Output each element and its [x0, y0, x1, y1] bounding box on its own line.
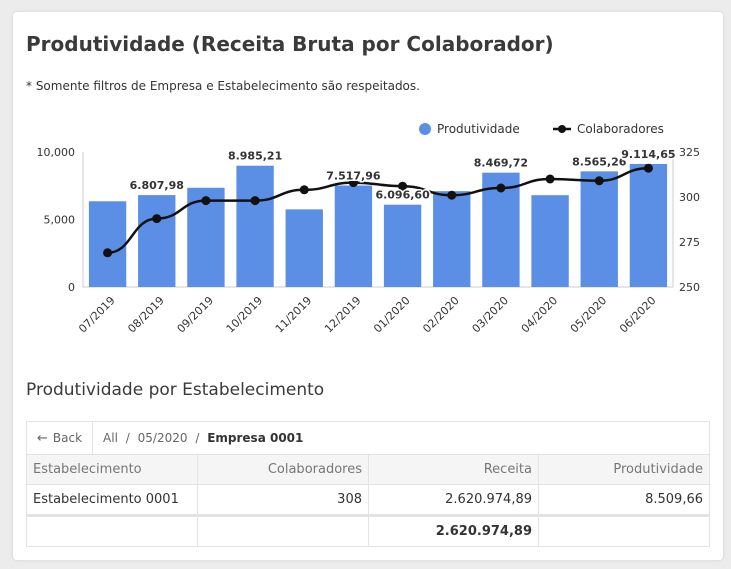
bar-data-label: 8.565,26 — [572, 155, 627, 168]
arrow-left-icon: ← — [37, 430, 48, 446]
legend-label-produtividade: Produtividade — [437, 122, 520, 136]
line-point — [103, 248, 113, 258]
x-tick-label: 09/2019 — [175, 294, 217, 336]
header-estabelecimento[interactable]: Estabelecimento — [27, 455, 198, 484]
x-tick-label: 03/2020 — [470, 294, 512, 336]
line-point — [398, 181, 408, 191]
back-button[interactable]: ← Back — [27, 422, 94, 454]
cell-produtividade: 8.509,66 — [645, 492, 703, 507]
cell-estabelecimento: Estabelecimento 0001 — [27, 485, 198, 514]
bar — [531, 195, 569, 287]
line-point — [545, 174, 555, 184]
line-point — [643, 163, 653, 173]
x-tick-label: 08/2019 — [125, 294, 167, 336]
x-tick-label: 11/2019 — [273, 294, 315, 336]
y-left-tick-label: 10,000 — [37, 146, 76, 159]
header-receita[interactable]: Receita — [369, 455, 539, 484]
y-left-tick-label: 5,000 — [44, 214, 76, 227]
x-tick-label: 07/2019 — [76, 294, 118, 336]
line-point — [250, 196, 260, 206]
table-title: Produtividade por Estabelecimento — [26, 380, 325, 400]
bar-data-label: 7.517,96 — [326, 170, 381, 183]
line-point — [447, 190, 457, 200]
table-row[interactable]: Estabelecimento 0001 308 2.620.974,89 8.… — [27, 485, 709, 515]
bar — [285, 209, 323, 287]
line-point — [299, 185, 309, 195]
y-right-tick-label: 250 — [679, 281, 700, 294]
line-point — [201, 196, 211, 206]
bar — [580, 171, 618, 287]
bar — [433, 191, 471, 287]
breadcrumb-period[interactable]: 05/2020 — [137, 431, 188, 445]
bar — [88, 201, 127, 287]
table-header-row: Estabelecimento Colaboradores Receita Pr… — [27, 455, 709, 485]
bar — [383, 204, 422, 287]
total-produtividade — [539, 517, 709, 546]
header-colaboradores[interactable]: Colaboradores — [198, 455, 369, 484]
y-right-tick-label: 275 — [679, 236, 700, 249]
legend-label-colaboradores: Colaboradores — [577, 122, 664, 136]
establishment-table: ← Back All / 05/2020 / Empresa 0001 Esta… — [26, 421, 710, 547]
legend-bar-swatch — [419, 123, 431, 135]
total-estabelecimento — [27, 517, 198, 546]
legend-line-marker — [558, 125, 566, 133]
breadcrumb: All / 05/2020 / Empresa 0001 — [93, 431, 303, 445]
filter-note: * Somente filtros de Empresa e Estabelec… — [26, 79, 420, 93]
bar-data-label: 8.469,72 — [474, 157, 528, 170]
breadcrumb-root[interactable]: All — [103, 431, 118, 445]
table-toolbar: ← Back All / 05/2020 / Empresa 0001 — [27, 422, 709, 455]
bar — [629, 163, 668, 287]
cell-receita: 2.620.974,89 — [369, 485, 539, 514]
productivity-card: Produtividade (Receita Bruta por Colabor… — [13, 12, 723, 560]
bar-data-label: 9.114,65 — [621, 148, 675, 161]
bar — [334, 185, 373, 287]
total-receita: 2.620.974,89 — [369, 517, 539, 546]
y-right-tick-label: 300 — [679, 191, 700, 204]
line-point — [496, 183, 506, 193]
cell-colaboradores: 308 — [198, 485, 369, 514]
line-point — [348, 178, 358, 188]
breadcrumb-current: Empresa 0001 — [207, 431, 304, 445]
bar-data-label: 6.096,60 — [375, 189, 430, 202]
x-tick-label: 12/2019 — [322, 294, 364, 336]
bar-data-label: 8.985,21 — [228, 150, 282, 163]
card-title: Produtividade (Receita Bruta por Colabor… — [26, 32, 554, 56]
x-tick-label: 10/2019 — [224, 294, 266, 336]
table-total-row: 2.620.974,89 — [27, 515, 709, 546]
y-left-tick-label: 0 — [68, 281, 75, 294]
header-produtividade[interactable]: Produtividade — [613, 462, 703, 477]
total-colaboradores — [198, 517, 369, 546]
back-label: Back — [52, 431, 83, 445]
breadcrumb-separator: / — [125, 431, 130, 445]
line-point — [152, 214, 162, 224]
x-tick-label: 05/2020 — [568, 294, 610, 336]
bar — [138, 195, 176, 287]
x-tick-label: 02/2020 — [420, 294, 462, 336]
bar — [236, 165, 274, 287]
y-right-tick-label: 325 — [679, 146, 700, 159]
x-tick-label: 01/2020 — [371, 294, 413, 336]
breadcrumb-separator: / — [195, 431, 200, 445]
x-tick-label: 04/2020 — [519, 294, 561, 336]
productivity-chart: 0 5,000 10,000 250 275 300 325 6.807,98 8.985,21… — [37, 122, 701, 336]
line-point — [594, 176, 604, 186]
bar-data-label: 6.807,98 — [130, 179, 184, 192]
x-tick-label: 06/2020 — [617, 294, 659, 336]
